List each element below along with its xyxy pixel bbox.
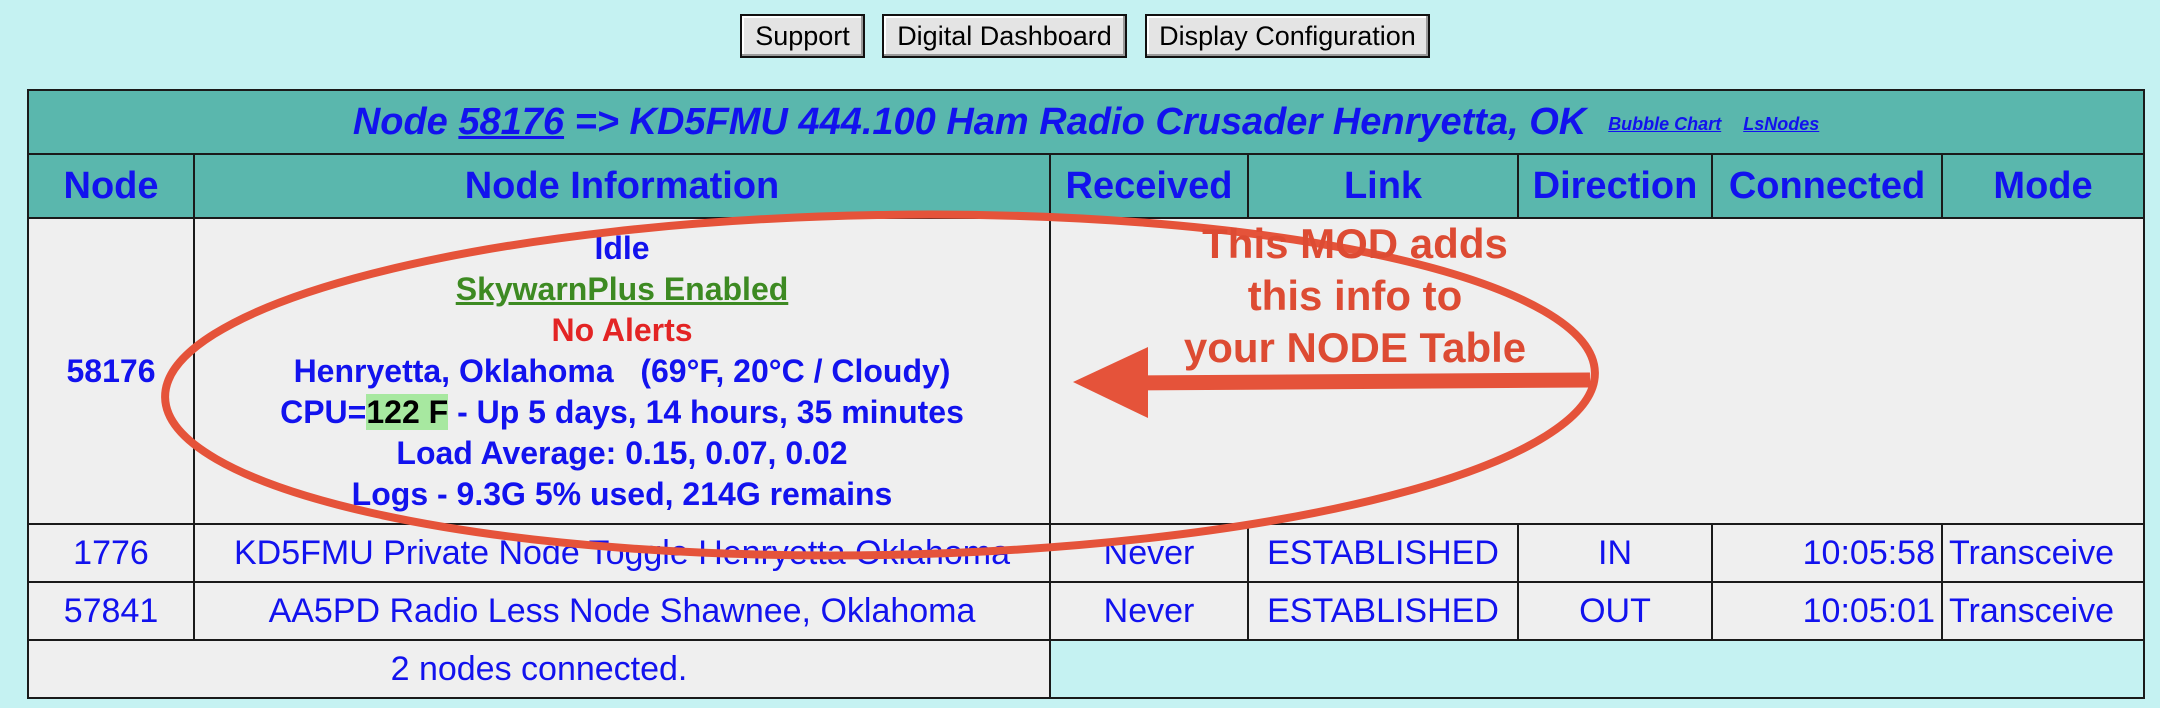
support-button[interactable]: Support [740, 14, 865, 58]
alerts-status: No Alerts [551, 311, 693, 348]
main-node-info: Idle SkywarnPlus Enabled No Alerts Henry… [193, 217, 1051, 525]
row-connected: 10:05:01 [1711, 581, 1943, 641]
digital-dashboard-button[interactable]: Digital Dashboard [882, 14, 1127, 58]
row-direction: OUT [1517, 581, 1713, 641]
node-table: Node 58176 => KD5FMU 444.100 Ham Radio C… [26, 89, 2146, 699]
cpu-prefix: CPU= [280, 393, 367, 430]
row-link: ESTABLISHED [1247, 581, 1519, 641]
row-direction: IN [1517, 523, 1713, 583]
table-row: 57841 AA5PD Radio Less Node Shawnee, Okl… [27, 581, 2146, 641]
node-status: Idle [594, 229, 650, 266]
table-header-row: Node Node Information Received Link Dire… [27, 153, 2146, 219]
nodes-connected-count: 2 nodes connected. [27, 639, 1051, 699]
header-link: Link [1247, 153, 1519, 219]
main-node-row: 58176 Idle SkywarnPlus Enabled No Alerts… [27, 217, 2146, 525]
row-connected: 10:05:58 [1711, 523, 1943, 583]
row-mode: Transceive [1940, 523, 2146, 583]
row-link: ESTABLISHED [1247, 523, 1519, 583]
node-title: Node 58176 => KD5FMU 444.100 Ham Radio C… [353, 101, 1586, 143]
row-received: Never [1049, 581, 1249, 641]
display-configuration-button[interactable]: Display Configuration [1145, 14, 1430, 58]
weather-info: Henryetta, Oklahoma (69°F, 20°C / Cloudy… [293, 352, 951, 389]
bubble-chart-link[interactable]: Bubble Chart [1608, 113, 1722, 134]
table-row: 1776 KD5FMU Private Node Toggle Henryett… [27, 523, 2146, 583]
title-node-number-link[interactable]: 58176 [458, 100, 565, 143]
row-node: 57841 [27, 581, 195, 641]
table-title: Node 58176 => KD5FMU 444.100 Ham Radio C… [26, 89, 2146, 155]
lsnodes-link[interactable]: LsNodes [1743, 113, 1820, 134]
header-node-information: Node Information [193, 153, 1051, 219]
row-received: Never [1049, 523, 1249, 583]
table-footer-row: 2 nodes connected. [27, 639, 2146, 699]
title-suffix: => KD5FMU 444.100 Ham Radio Crusader Hen… [564, 100, 1587, 143]
header-received: Received [1049, 153, 1249, 219]
main-node-blank [1048, 217, 2146, 525]
cpu-info: CPU=122 F - Up 5 days, 14 hours, 35 minu… [196, 392, 1048, 433]
row-mode: Transceive [1940, 581, 2146, 641]
load-average: Load Average: 0.15, 0.07, 0.02 [396, 434, 848, 471]
footer-blank [1048, 639, 2146, 699]
row-info: KD5FMU Private Node Toggle Henryetta Okl… [193, 523, 1051, 583]
header-mode: Mode [1940, 153, 2146, 219]
title-prefix: Node [352, 100, 459, 143]
main-node-number: 58176 [27, 217, 195, 525]
header-connected: Connected [1711, 153, 1943, 219]
header-node: Node [27, 153, 195, 219]
uptime: - Up 5 days, 14 hours, 35 minutes [448, 393, 964, 430]
logs-usage: Logs - 9.3G 5% used, 214G remains [351, 475, 893, 512]
skywarnplus-link[interactable]: SkywarnPlus Enabled [455, 270, 789, 307]
row-node: 1776 [27, 523, 195, 583]
cpu-temp: 122 F [366, 393, 449, 430]
row-info: AA5PD Radio Less Node Shawnee, Oklahoma [193, 581, 1051, 641]
header-direction: Direction [1517, 153, 1713, 219]
top-nav: Support Digital Dashboard Display Config… [0, 14, 2160, 58]
table-title-row: Node 58176 => KD5FMU 444.100 Ham Radio C… [26, 89, 2146, 155]
